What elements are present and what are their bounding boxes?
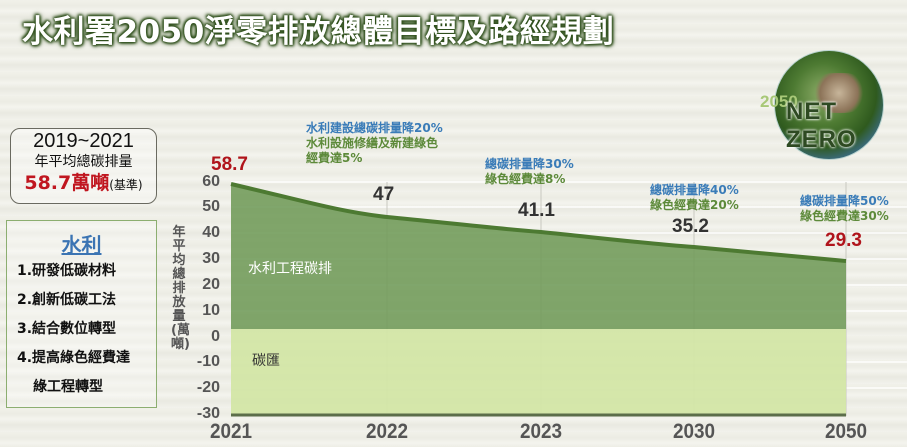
x-tick: 2023 (519, 420, 563, 443)
annotation-2023: 總碳排量降30% 綠色經費達8% (485, 157, 574, 187)
measure-item: 3.結合數位轉型 (17, 321, 117, 337)
emission-area-label: 水利工程碳排 (248, 261, 332, 277)
page-title: 水利署2050淨零排放總體目標及路經規劃 (22, 14, 615, 50)
measure-item: 綠工程轉型 (33, 379, 103, 395)
baseline-note: (基準) (109, 178, 143, 192)
y-tick: -20 (196, 379, 220, 396)
baseline-value-row: 58.7萬噸(基準) (11, 171, 156, 197)
y-tick: -30 (196, 405, 220, 422)
net-zero-logo: 2050 NET ZERO (760, 40, 900, 160)
measures-heading: 水利 (61, 233, 102, 257)
annotation-green-budget: 水利設施修繕及新建綠色 (306, 136, 439, 150)
y-tick: 50 (202, 198, 220, 215)
emission-line (230, 182, 847, 263)
sink-area (231, 329, 846, 414)
measure-item: 2.創新低碳工法 (17, 292, 117, 308)
x-tick: 2030 (672, 420, 716, 443)
annotation-green-budget: 經費達5% (306, 151, 363, 165)
value-label-2030: 35.2 (672, 216, 709, 237)
annotation-reduction: 水利建設總碳排量降20% (306, 121, 443, 135)
y-tick: 10 (202, 302, 220, 319)
value-label-2023: 41.1 (518, 200, 555, 221)
annotation-reduction: 總碳排量降40% (650, 183, 739, 197)
measure-item: 1.研發低碳材料 (17, 263, 117, 279)
value-label-2050: 29.3 (825, 230, 862, 251)
annotation-green-budget: 綠色經費達20% (650, 198, 739, 212)
y-tick: 60 (202, 173, 220, 190)
baseline-value: 58.7萬噸 (24, 172, 110, 194)
y-tick: 0 (211, 328, 220, 345)
y-tick: -10 (196, 353, 220, 370)
annotation-2030: 總碳排量降40% 綠色經費達20% (650, 183, 739, 213)
x-tick: 2050 (824, 420, 868, 443)
emission-area (231, 184, 846, 329)
value-label-2021: 58.7 (211, 154, 248, 175)
annotation-green-budget: 綠色經費達8% (485, 172, 566, 186)
globe-icon (774, 50, 884, 160)
baseline-box: 2019~2021 年平均總碳排量 58.7萬噸(基準) (10, 128, 157, 204)
x-tick: 2022 (365, 420, 409, 443)
logo-year: 2050 (760, 92, 798, 111)
measure-item: 4.提高綠色經費達 (17, 350, 131, 366)
annotation-reduction: 總碳排量降30% (485, 157, 574, 171)
logo-text: NET ZERO (786, 98, 857, 153)
y-axis-label: 年平均總排放量(萬噸) (171, 225, 190, 352)
value-label-2022: 47 (373, 184, 395, 205)
measures-box: 水利 1.研發低碳材料 2.創新低碳工法 3.結合數位轉型 4.提高綠色經費達 … (6, 220, 157, 408)
y-tick: 40 (202, 224, 220, 241)
annotation-reduction: 總碳排量降50% (800, 194, 889, 208)
baseline-years: 2019~2021 (33, 130, 134, 152)
baseline-label: 年平均總碳排量 (34, 154, 133, 170)
annotation-2050: 總碳排量降50% 綠色經費達30% (800, 194, 889, 224)
y-tick: 30 (202, 250, 220, 267)
y-tick: 20 (202, 276, 220, 293)
annotation-2022: 水利建設總碳排量降20% 水利設施修繕及新建綠色 經費達5% (306, 121, 443, 166)
x-tick: 2021 (209, 420, 253, 443)
sink-area-label: 碳匯 (252, 353, 280, 369)
annotation-green-budget: 綠色經費達30% (800, 209, 889, 223)
